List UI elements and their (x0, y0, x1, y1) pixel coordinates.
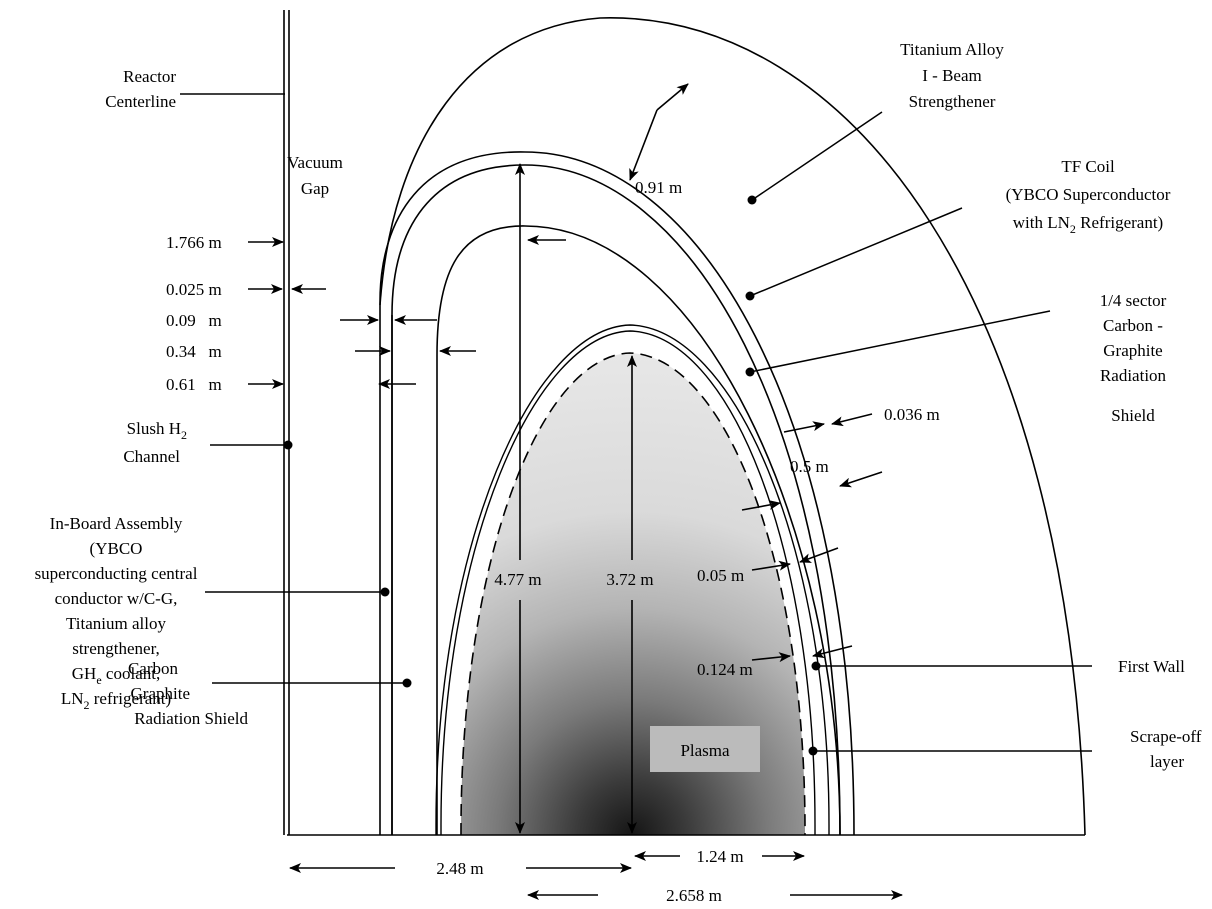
dim-124: 1.24 m (696, 847, 743, 866)
dim-091: 0.91 m (635, 178, 682, 197)
arrow-091-b (656, 83, 689, 111)
inboard-dot (380, 587, 390, 597)
slush-dot (283, 440, 293, 450)
plasma-label: Plasma (680, 741, 730, 760)
reactor-centerline-label-2: Centerline (105, 92, 176, 111)
vacuum-gap-label-2: Gap (301, 179, 329, 198)
inboard-label-3: superconducting central (35, 564, 198, 583)
tf-coil-label-3: with LN2 Refrigerant) (1013, 213, 1163, 236)
carbon-left-label-1: Carbon (128, 659, 179, 678)
vacuum-gap-label-1: Vacuum (287, 153, 343, 172)
titanium-leader (751, 111, 883, 201)
tf-coil-label-1: TF Coil (1061, 157, 1115, 176)
dim-061: 0.61 m (166, 375, 222, 394)
arrow-091-a (629, 109, 658, 181)
arrow-0124-b (812, 645, 853, 659)
arrow-05-a (741, 500, 781, 511)
dim-005: 0.05 m (697, 566, 744, 585)
inboard-label-1: In-Board Assembly (50, 514, 183, 533)
scrape-off-layer-boundary (460, 352, 806, 835)
titanium-label-3: Strengthener (909, 92, 996, 111)
sector-shield-label-1: 1/4 sector (1100, 291, 1167, 310)
sector-shield-leader (749, 310, 1051, 373)
scrape-off-dot (808, 746, 818, 756)
carbon-left-label-3: Radiation Shield (134, 709, 248, 728)
tf-coil-outer (379, 151, 855, 836)
plasma-region (461, 353, 805, 835)
titanium-label-1: Titanium Alloy (900, 40, 1004, 59)
dim-0036: 0.036 m (884, 405, 940, 424)
carbon-left-dot (402, 678, 412, 688)
carbon-left-label-2: Graphite (131, 684, 190, 703)
titanium-dot (747, 195, 757, 205)
tf-coil-label-2: (YBCO Superconductor (1006, 185, 1171, 204)
dim-477: 4.77 m (494, 570, 541, 589)
dim-2658: 2.658 m (666, 886, 722, 905)
inboard-label-2: (YBCO (90, 539, 143, 558)
inboard-label-8: LN2 refrigerant) (61, 689, 171, 712)
inboard-label-5: Titanium alloy (66, 614, 166, 633)
arrow-05-b (839, 471, 883, 488)
dim-372: 3.72 m (606, 570, 653, 589)
dim-248: 2.48 m (436, 859, 483, 878)
slush-label-2: Channel (123, 447, 180, 466)
inboard-label-7: GHe coolant, (72, 664, 160, 687)
dim-009: 0.09 m (166, 311, 222, 330)
scrape-off-label-2: layer (1150, 752, 1184, 771)
sector-shield-label-5: Shield (1111, 406, 1155, 425)
arrow-005-b (799, 547, 839, 563)
sector-shield-dot (745, 367, 755, 377)
inboard-label-4: conductor w/C-G, (55, 589, 178, 608)
arrow-005-a (751, 560, 791, 571)
titanium-label-2: I - Beam (922, 66, 981, 85)
dim-0025: 0.025 m (166, 280, 222, 299)
slush-label-1: Slush H2 (127, 419, 187, 442)
tf-coil-dot (745, 291, 755, 301)
arrow-0124-a (751, 652, 791, 663)
tf-coil-inner (391, 164, 841, 836)
first-wall-inner (440, 330, 816, 835)
arrow-0036-b (831, 413, 873, 427)
dim-1766: 1.766 m (166, 233, 222, 252)
first-wall-outer (435, 324, 830, 835)
arrow-0036-a (783, 421, 825, 433)
first-wall-dot (811, 661, 821, 671)
titanium-strengthener-boundary (379, 17, 1086, 836)
plasma-label-box (650, 726, 760, 772)
sector-shield-label-4: Radiation (1100, 366, 1167, 385)
reactor-centerline-label-1: Reactor (123, 67, 176, 86)
dim-0124: 0.124 m (697, 660, 753, 679)
dim-05: 0.5 m (790, 457, 829, 476)
sector-shield-label-3: Graphite (1103, 341, 1162, 360)
first-wall-label: First Wall (1118, 657, 1185, 676)
sector-shield-label-2: Carbon - (1103, 316, 1163, 335)
scrape-off-label-1: Scrape-off (1130, 727, 1202, 746)
carbon-graphite-shield-boundary (436, 225, 841, 836)
tf-coil-leader (749, 207, 963, 297)
inboard-label-6: strengthener, (72, 639, 160, 658)
dim-034: 0.34 m (166, 342, 222, 361)
